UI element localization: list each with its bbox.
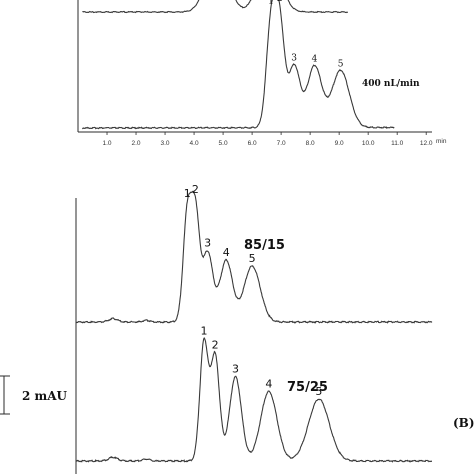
x-unit-label: min: [436, 138, 447, 145]
peak-label: 5: [315, 385, 322, 398]
ratio-label-85-15: 85/15: [244, 238, 285, 253]
x-tick-label: 4.0: [190, 140, 199, 147]
peak-label: 3: [204, 237, 211, 250]
x-tick-label: 11.0: [391, 140, 404, 147]
x-tick-label: 7.0: [277, 140, 286, 147]
peak-label: 1: [200, 325, 207, 338]
scale-bar-label: 2 mAU: [22, 389, 68, 403]
flow-rate-label: 400 nL/min: [362, 79, 420, 89]
peak-label: 3: [232, 363, 239, 376]
peak-label: 4: [265, 378, 272, 391]
peak-label: 4: [223, 246, 230, 259]
panel-a-peak-labels: 12 3 4 5: [268, 0, 344, 70]
peak-label: 2: [277, 0, 283, 4]
panel-a: 1.0 2.0 3.0 4.0 5.0 6.0 7.0 8.0 9.0 10.0 11.0 12.0 …: [77, 0, 447, 147]
scale-bar: 2 mAU: [0, 375, 68, 415]
x-tick-label: 9.0: [335, 140, 344, 147]
x-tick-label: 2.0: [132, 140, 141, 147]
x-tick-label: 5.0: [219, 140, 228, 147]
x-tick-label: 10.0: [362, 140, 375, 147]
peak-label: 1: [184, 187, 191, 200]
peak-label: 2: [192, 183, 199, 196]
panel-b-trace-85-15: [75, 190, 433, 324]
peak-label: 5: [249, 252, 256, 265]
x-tick-label: 3.0: [161, 140, 170, 147]
panel-b-label: (B): [453, 416, 474, 430]
peak-label: 5: [338, 60, 344, 70]
x-tick-label: 6.0: [248, 140, 257, 147]
peak-label: 4: [312, 55, 318, 65]
x-tick-label: 8.0: [306, 140, 315, 147]
panel-a-x-ticks: 1.0 2.0 3.0 4.0 5.0 6.0 7.0 8.0 9.0 10.0 11.0 12.0: [102, 132, 433, 147]
panel-a-trace-400: [81, 0, 395, 130]
x-tick-label: 1.0: [102, 140, 111, 147]
panel-a-upper-trace: [82, 0, 348, 14]
peak-label: 3: [291, 53, 297, 63]
ratio-label-75-25: 75/25: [287, 380, 328, 395]
x-tick-label: 12.0: [420, 140, 433, 147]
panel-b-trace-75-25: [75, 336, 432, 463]
peak-label: 2: [212, 339, 219, 352]
peak-label: 1: [268, 0, 274, 7]
